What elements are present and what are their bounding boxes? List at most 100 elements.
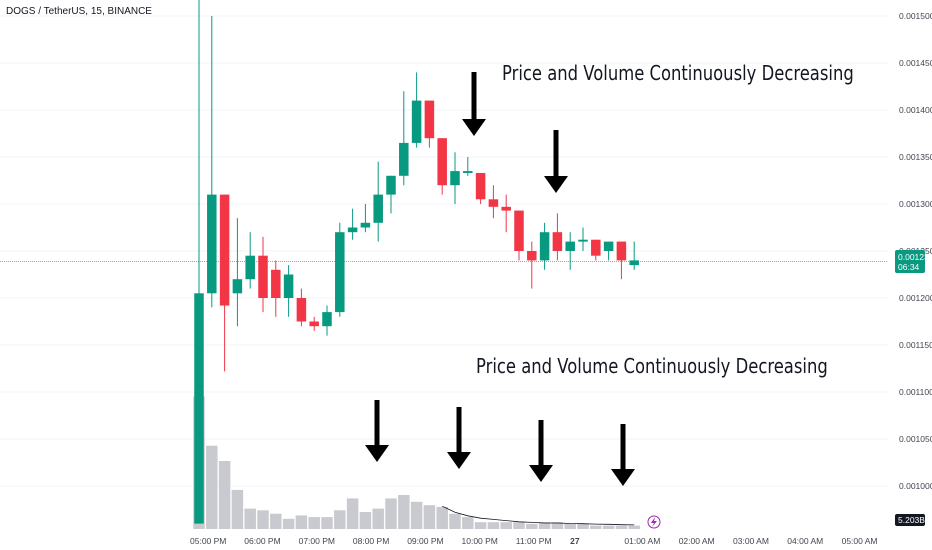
candle-body	[373, 194, 383, 223]
price-axis[interactable]: 0.0015000 0.0014500 0.0014000 0.0013500 0.00…	[899, 11, 932, 491]
candle-body	[399, 142, 409, 176]
volume-bar	[602, 525, 615, 529]
candle-body	[578, 239, 588, 242]
candle-body	[591, 239, 601, 256]
volume-bar	[564, 523, 576, 529]
price-tick-label: 0.0013500	[899, 152, 932, 162]
time-tick-label: 06:00 PM	[244, 536, 280, 546]
last-price-tag: 0.0012388 06:34	[895, 250, 932, 273]
candle-body	[386, 175, 396, 195]
volume-bar	[513, 522, 525, 529]
time-tick-label: 05:00 AM	[842, 536, 878, 546]
candle-body	[424, 100, 435, 139]
arrows	[365, 72, 635, 486]
volume-bar	[423, 505, 436, 529]
time-tick-label: 05:00 PM	[190, 536, 226, 546]
volume-bar	[244, 508, 256, 529]
volume-bar	[385, 498, 397, 529]
down-arrow-head	[447, 452, 471, 469]
candle-body	[283, 274, 294, 298]
volume-bar	[218, 461, 231, 529]
volume-bar	[551, 522, 564, 529]
volume-bar	[487, 522, 500, 529]
candle-body	[603, 241, 614, 251]
lightning-icon[interactable]	[647, 515, 661, 529]
time-tick-label: 04:00 AM	[787, 536, 823, 546]
volume-bar	[372, 508, 384, 529]
annotation-bottom: Price and Volume Continuously Decreasing	[476, 354, 828, 378]
candle-body	[552, 232, 563, 251]
volume-bar	[334, 510, 346, 529]
time-tick-label: 10:00 PM	[462, 536, 498, 546]
price-tick-label: 0.0013000	[899, 199, 932, 209]
candle-body	[360, 222, 371, 228]
price-tick-label: 0.0014500	[899, 58, 932, 68]
volume-bar	[436, 506, 448, 529]
volume-bar	[270, 513, 282, 529]
price-tick-label: 0.0010000	[899, 481, 932, 491]
symbol-title: DOGS / TetherUS, 15, BINANCE	[6, 6, 152, 17]
candle-body	[271, 269, 281, 298]
price-tick-label: 0.0012000	[899, 293, 932, 303]
volume-bar	[474, 522, 487, 529]
candle-body	[475, 172, 486, 200]
volume-bar	[410, 501, 423, 529]
time-tick-label: 07:00 PM	[299, 536, 335, 546]
candle-body	[616, 241, 627, 261]
grid	[0, 15, 888, 487]
volume-bar	[628, 525, 640, 529]
candle-body	[437, 138, 447, 186]
volume-bar	[231, 489, 244, 529]
volume-bar	[577, 523, 589, 529]
candle-body	[463, 171, 473, 173]
volume-bar	[257, 510, 269, 529]
volume-last-value: 5.203B	[898, 515, 925, 525]
price-tick-label: 0.0010500	[899, 434, 932, 444]
volume-bar	[590, 525, 602, 529]
candle-body	[629, 260, 639, 266]
volume-bar	[346, 498, 359, 529]
candle-body	[194, 293, 204, 524]
candle-body	[258, 255, 268, 298]
candle-body	[527, 251, 537, 261]
candle-body	[488, 199, 499, 207]
volume-ma-line	[442, 505, 635, 526]
volume-bar	[538, 522, 551, 529]
annotation-top: Price and Volume Continuously Decreasing	[502, 61, 854, 85]
volume-bar	[526, 523, 538, 529]
candle-body	[514, 210, 524, 251]
time-tick-label: 03:00 AM	[733, 536, 769, 546]
last-price-value: 0.0012388	[898, 252, 932, 262]
volume-bar	[308, 517, 320, 529]
candle-body	[207, 194, 217, 294]
down-arrow-head	[544, 176, 568, 193]
candle-body	[539, 232, 550, 261]
price-tick-label: 0.0014000	[899, 105, 932, 115]
volume-last-tag: 5.203B	[895, 514, 925, 526]
volume-bar	[500, 522, 512, 529]
candle-body	[335, 232, 345, 313]
candle-body	[309, 321, 319, 327]
volume-bar	[295, 515, 308, 529]
price-tick-label: 0.0015000	[899, 11, 932, 21]
time-axis[interactable]: 05:00 PM 06:00 PM 07:00 PM 08:00 PM 09:00 PM…	[190, 536, 878, 546]
time-tick-label: 11:00 PM	[516, 536, 552, 546]
down-arrow-head	[365, 445, 389, 462]
time-tick-label: 02:00 AM	[679, 536, 715, 546]
time-tick-label: 09:00 PM	[407, 536, 443, 546]
time-tick-label: 01:00 AM	[624, 536, 660, 546]
candle-body	[565, 241, 575, 251]
candle-body	[245, 255, 255, 280]
volume-bar	[282, 518, 295, 529]
volume-bars	[193, 396, 640, 529]
volume-bar	[359, 512, 372, 529]
volume-bar	[206, 445, 218, 529]
time-tick-label: 08:00 PM	[353, 536, 389, 546]
volume-bar	[615, 525, 628, 529]
candle-body	[450, 171, 460, 186]
volume-bar	[449, 513, 461, 529]
candle-body	[296, 298, 307, 322]
